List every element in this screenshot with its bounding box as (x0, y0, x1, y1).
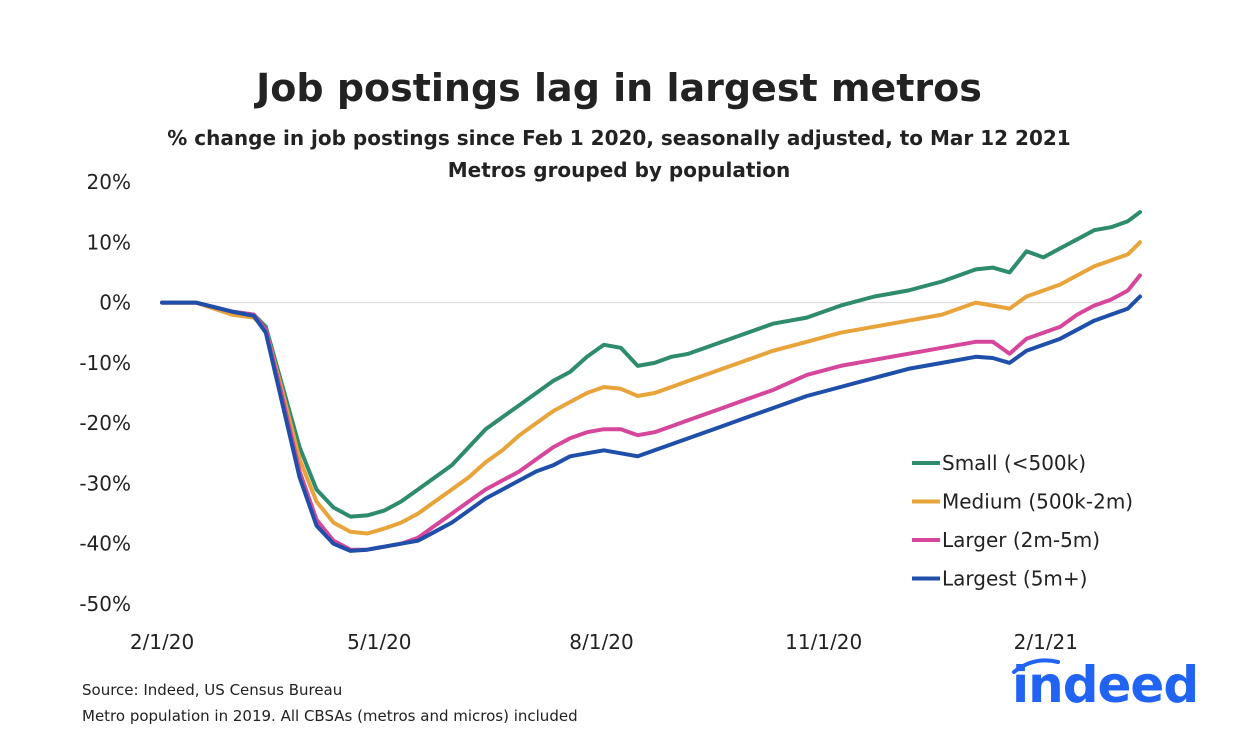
x-axis-ticks: 2/1/20 5/1/20 8/1/20 11/1/20 2/1/21 (130, 630, 1078, 650)
y-tick-label: 0% (99, 291, 131, 315)
chart-subtitle-2: Metros grouped by population (447, 158, 791, 182)
x-tick-label: 11/1/20 (785, 630, 862, 650)
series-line (160, 210, 1142, 519)
y-tick-label: 20% (87, 170, 131, 194)
indeed-logo: indeed (1012, 656, 1199, 714)
y-axis-ticks: 20% 10% 0% -10% -20% -30% -40% -50% (79, 170, 131, 616)
x-tick-label: 8/1/20 (569, 630, 633, 650)
series-line (160, 240, 1142, 536)
series-line (160, 273, 1142, 552)
y-tick-label: -40% (79, 532, 131, 556)
y-tick-label: -30% (79, 471, 131, 495)
legend-label: Larger (2m-5m) (942, 528, 1100, 552)
y-tick-label: -10% (79, 351, 131, 375)
chart-title: Job postings lag in largest metros (256, 66, 982, 110)
x-tick-label: 5/1/20 (347, 630, 411, 650)
population-note: Metro population in 2019. All CBSAs (met… (82, 707, 578, 725)
legend-label: Largest (5m+) (942, 567, 1087, 591)
y-tick-label: 10% (87, 230, 131, 254)
y-tick-label: -50% (79, 592, 131, 616)
chart-subtitle: % change in job postings since Feb 1 202… (167, 126, 1071, 150)
x-tick-label: 2/1/20 (130, 630, 194, 650)
line-chart: 20% 10% 0% -10% -20% -30% -40% -50% 2/1/20 5/1/2… (79, 170, 1142, 650)
x-tick-label: 2/1/21 (1014, 630, 1078, 650)
y-tick-label: -20% (79, 411, 131, 435)
legend-label: Small (<500k) (942, 451, 1086, 475)
series-lines (160, 210, 1142, 553)
source-note: Source: Indeed, US Census Bureau (82, 681, 343, 699)
series-line (160, 294, 1142, 553)
legend: Small (<500k) Medium (500k-2m) Larger (2m-… (912, 451, 1133, 591)
indeed-logo-arc (1012, 658, 1060, 674)
legend-label: Medium (500k-2m) (942, 490, 1133, 514)
